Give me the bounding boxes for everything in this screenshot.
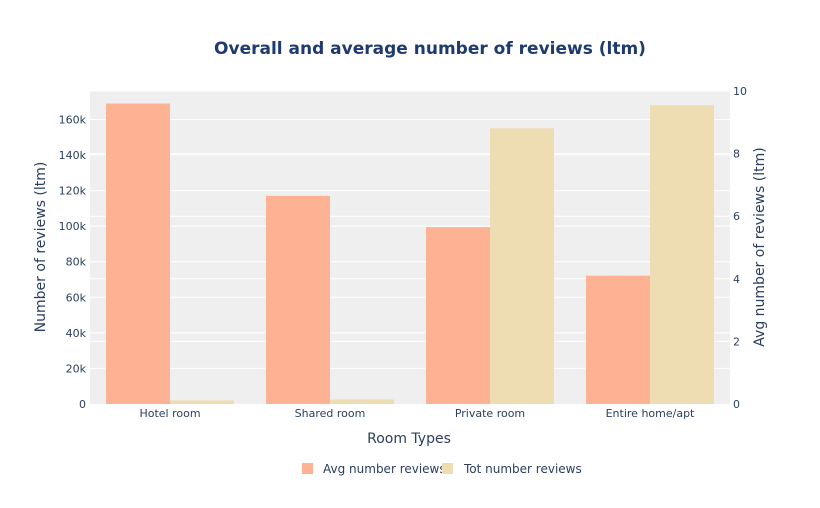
- y-tick-label: 100k: [59, 220, 87, 233]
- chart-title: Overall and average number of reviews (l…: [214, 39, 646, 59]
- y2-tick-label: 4: [733, 273, 740, 286]
- y-axis-left-ticks: 0 20k 40k 60k 80k 100k 120k 140k 160k: [59, 113, 87, 411]
- y-tick-label: 20k: [66, 362, 87, 375]
- x-axis-ticks: Hotel room Shared room Private room Entire …: [139, 407, 695, 420]
- y2-tick-label: 10: [733, 85, 747, 98]
- y2-tick-label: 2: [733, 335, 740, 348]
- bar-avg-0[interactable]: [106, 103, 170, 405]
- y-axis-title-right: Avg number of reviews (ltm): [752, 147, 768, 346]
- legend-swatch-tot: [442, 463, 453, 474]
- y-tick-label: 160k: [59, 113, 87, 126]
- legend-swatch-avg: [302, 463, 313, 474]
- y-tick-label: 40k: [66, 327, 87, 340]
- legend-item-avg[interactable]: Avg number reviews: [302, 462, 446, 476]
- y-tick-label: 60k: [66, 291, 87, 304]
- bar-tot-0[interactable]: [170, 400, 234, 404]
- y-tick-label: 140k: [59, 149, 87, 162]
- x-axis-title: Room Types: [367, 431, 451, 447]
- x-tick-label: Shared room: [295, 407, 366, 420]
- y2-tick-label: 6: [733, 210, 740, 223]
- y-tick-label: 120k: [59, 185, 87, 198]
- legend-label-avg: Avg number reviews: [323, 462, 446, 476]
- y2-tick-label: 0: [733, 398, 740, 411]
- y-axis-right-ticks: 0 2 4 6 8 10: [733, 85, 747, 411]
- x-tick-label: Private room: [455, 407, 525, 420]
- x-tick-label: Hotel room: [139, 407, 200, 420]
- bar-tot-3[interactable]: [650, 105, 714, 405]
- y2-tick-label: 8: [733, 148, 740, 161]
- y-tick-label: 80k: [66, 256, 87, 269]
- y-tick-label: 0: [79, 398, 86, 411]
- legend-item-tot[interactable]: Tot number reviews: [442, 462, 582, 476]
- bar-avg-2[interactable]: [426, 227, 490, 404]
- bars: [106, 103, 714, 405]
- bar-avg-3[interactable]: [586, 275, 650, 404]
- y-axis-title-left: Number of reviews (ltm): [33, 162, 49, 333]
- legend[interactable]: Avg number reviews Tot number reviews: [302, 462, 582, 476]
- bar-tot-2[interactable]: [490, 128, 554, 404]
- bar-tot-1[interactable]: [330, 399, 394, 404]
- legend-label-tot: Tot number reviews: [463, 462, 582, 476]
- x-tick-label: Entire home/apt: [606, 407, 695, 420]
- bar-avg-1[interactable]: [266, 195, 330, 404]
